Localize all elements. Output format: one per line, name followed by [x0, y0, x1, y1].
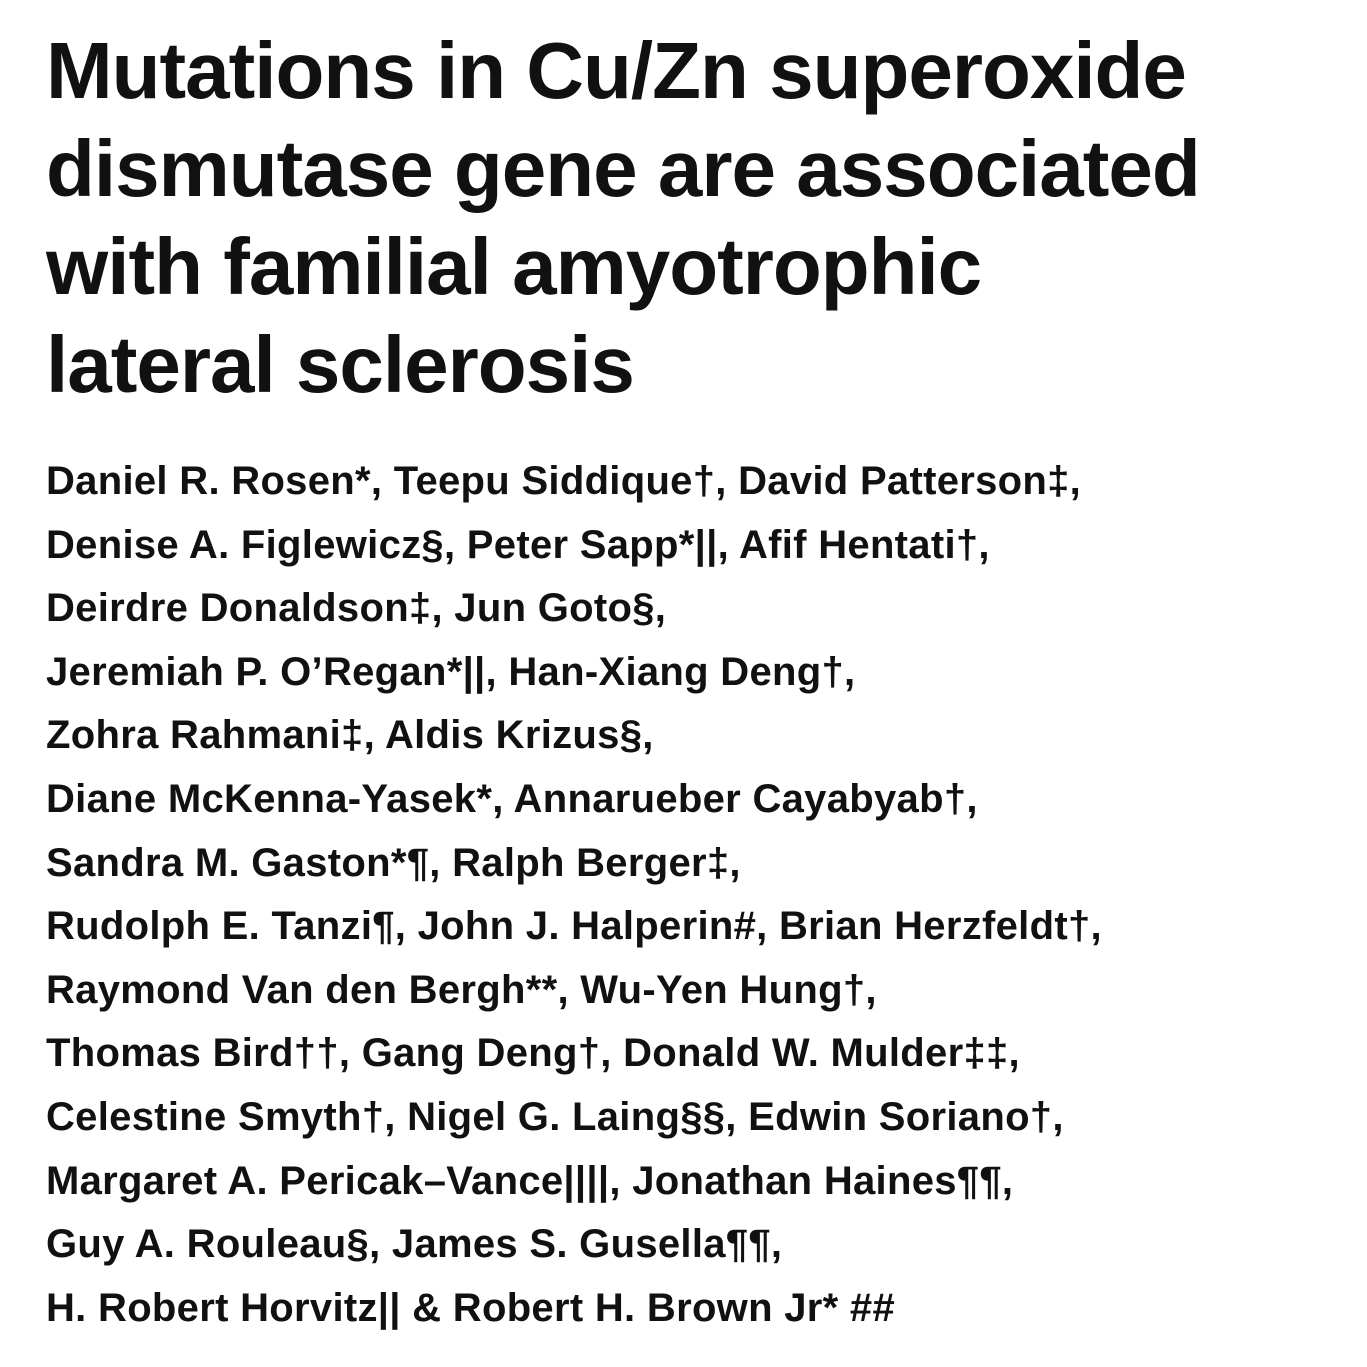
author-line: Zohra Rahmani‡, Aldis Krizus§,: [46, 713, 654, 758]
article-header: Mutations in Cu/Zn superoxide dismutase …: [46, 22, 1346, 1340]
author-line: Thomas Bird††, Gang Deng†, Donald W. Mul…: [46, 1031, 1020, 1076]
article-title: Mutations in Cu/Zn superoxide dismutase …: [46, 22, 1346, 414]
title-line: with familial amyotrophic: [46, 222, 982, 311]
author-line: Margaret A. Pericak–Vance||||, Jonathan …: [46, 1158, 1014, 1203]
title-line: Mutations in Cu/Zn superoxide: [46, 26, 1187, 115]
author-line: Raymond Van den Bergh**, Wu-Yen Hung†,: [46, 967, 877, 1012]
author-line: Denise A. Figlewicz§, Peter Sapp*||, Afi…: [46, 522, 990, 567]
author-line: Rudolph E. Tanzi¶, John J. Halperin#, Br…: [46, 904, 1102, 949]
author-line: Sandra M. Gaston*¶, Ralph Berger‡,: [46, 840, 741, 885]
author-list: Daniel R. Rosen*, Teepu Siddique†, David…: [46, 450, 1346, 1340]
author-line: Diane McKenna-Yasek*, Annarueber Cayabya…: [46, 776, 978, 821]
author-line: Deirdre Donaldson‡, Jun Goto§,: [46, 586, 667, 631]
author-line: Jeremiah P. O’Regan*||, Han-Xiang Deng†,: [46, 649, 856, 694]
author-line: Celestine Smyth†, Nigel G. Laing§§, Edwi…: [46, 1094, 1064, 1139]
author-line: Guy A. Rouleau§, James S. Gusella¶¶,: [46, 1222, 783, 1267]
author-line: Daniel R. Rosen*, Teepu Siddique†, David…: [46, 459, 1082, 503]
title-line: lateral sclerosis: [46, 320, 635, 409]
title-line: dismutase gene are associated: [46, 124, 1201, 213]
author-line: H. Robert Horvitz|| & Robert H. Brown Jr…: [46, 1285, 896, 1330]
